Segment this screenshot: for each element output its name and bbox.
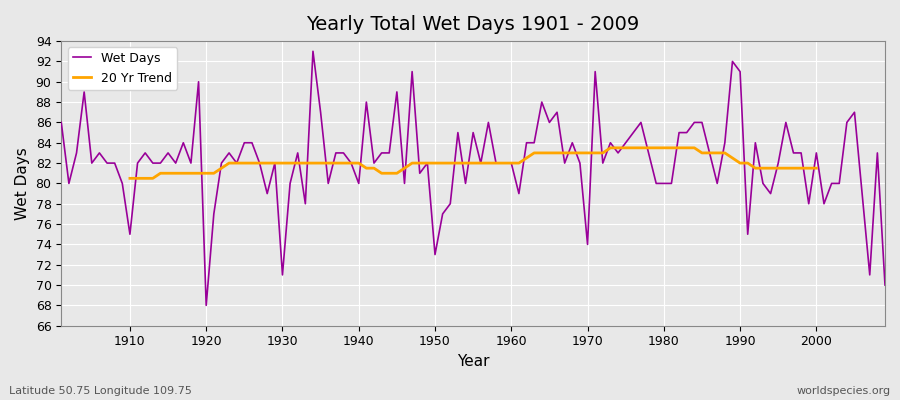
20 Yr Trend: [300, 161, 310, 166]
20 Yr Trend: [284, 161, 295, 166]
Text: Latitude 50.75 Longitude 109.75: Latitude 50.75 Longitude 109.75: [9, 386, 192, 396]
Wet Days: [117, 181, 128, 186]
20 Yr Trend: [811, 166, 822, 170]
Wet Days: [308, 49, 319, 54]
Wet Days: [879, 283, 890, 288]
20 Yr Trend: [804, 166, 814, 170]
Wet Days: [613, 150, 624, 155]
Title: Yearly Total Wet Days 1901 - 2009: Yearly Total Wet Days 1901 - 2009: [307, 15, 640, 34]
Legend: Wet Days, 20 Yr Trend: Wet Days, 20 Yr Trend: [68, 47, 177, 90]
20 Yr Trend: [605, 146, 616, 150]
Wet Days: [292, 150, 303, 155]
Wet Days: [514, 191, 525, 196]
X-axis label: Year: Year: [457, 354, 490, 369]
20 Yr Trend: [712, 150, 723, 155]
Line: 20 Yr Trend: 20 Yr Trend: [130, 148, 816, 178]
Wet Days: [346, 161, 356, 166]
Wet Days: [56, 120, 67, 125]
Wet Days: [521, 140, 532, 145]
20 Yr Trend: [796, 166, 806, 170]
20 Yr Trend: [124, 176, 135, 181]
Line: Wet Days: Wet Days: [61, 51, 885, 305]
Wet Days: [201, 303, 212, 308]
20 Yr Trend: [209, 171, 220, 176]
Y-axis label: Wet Days: Wet Days: [15, 147, 30, 220]
Text: worldspecies.org: worldspecies.org: [796, 386, 891, 396]
